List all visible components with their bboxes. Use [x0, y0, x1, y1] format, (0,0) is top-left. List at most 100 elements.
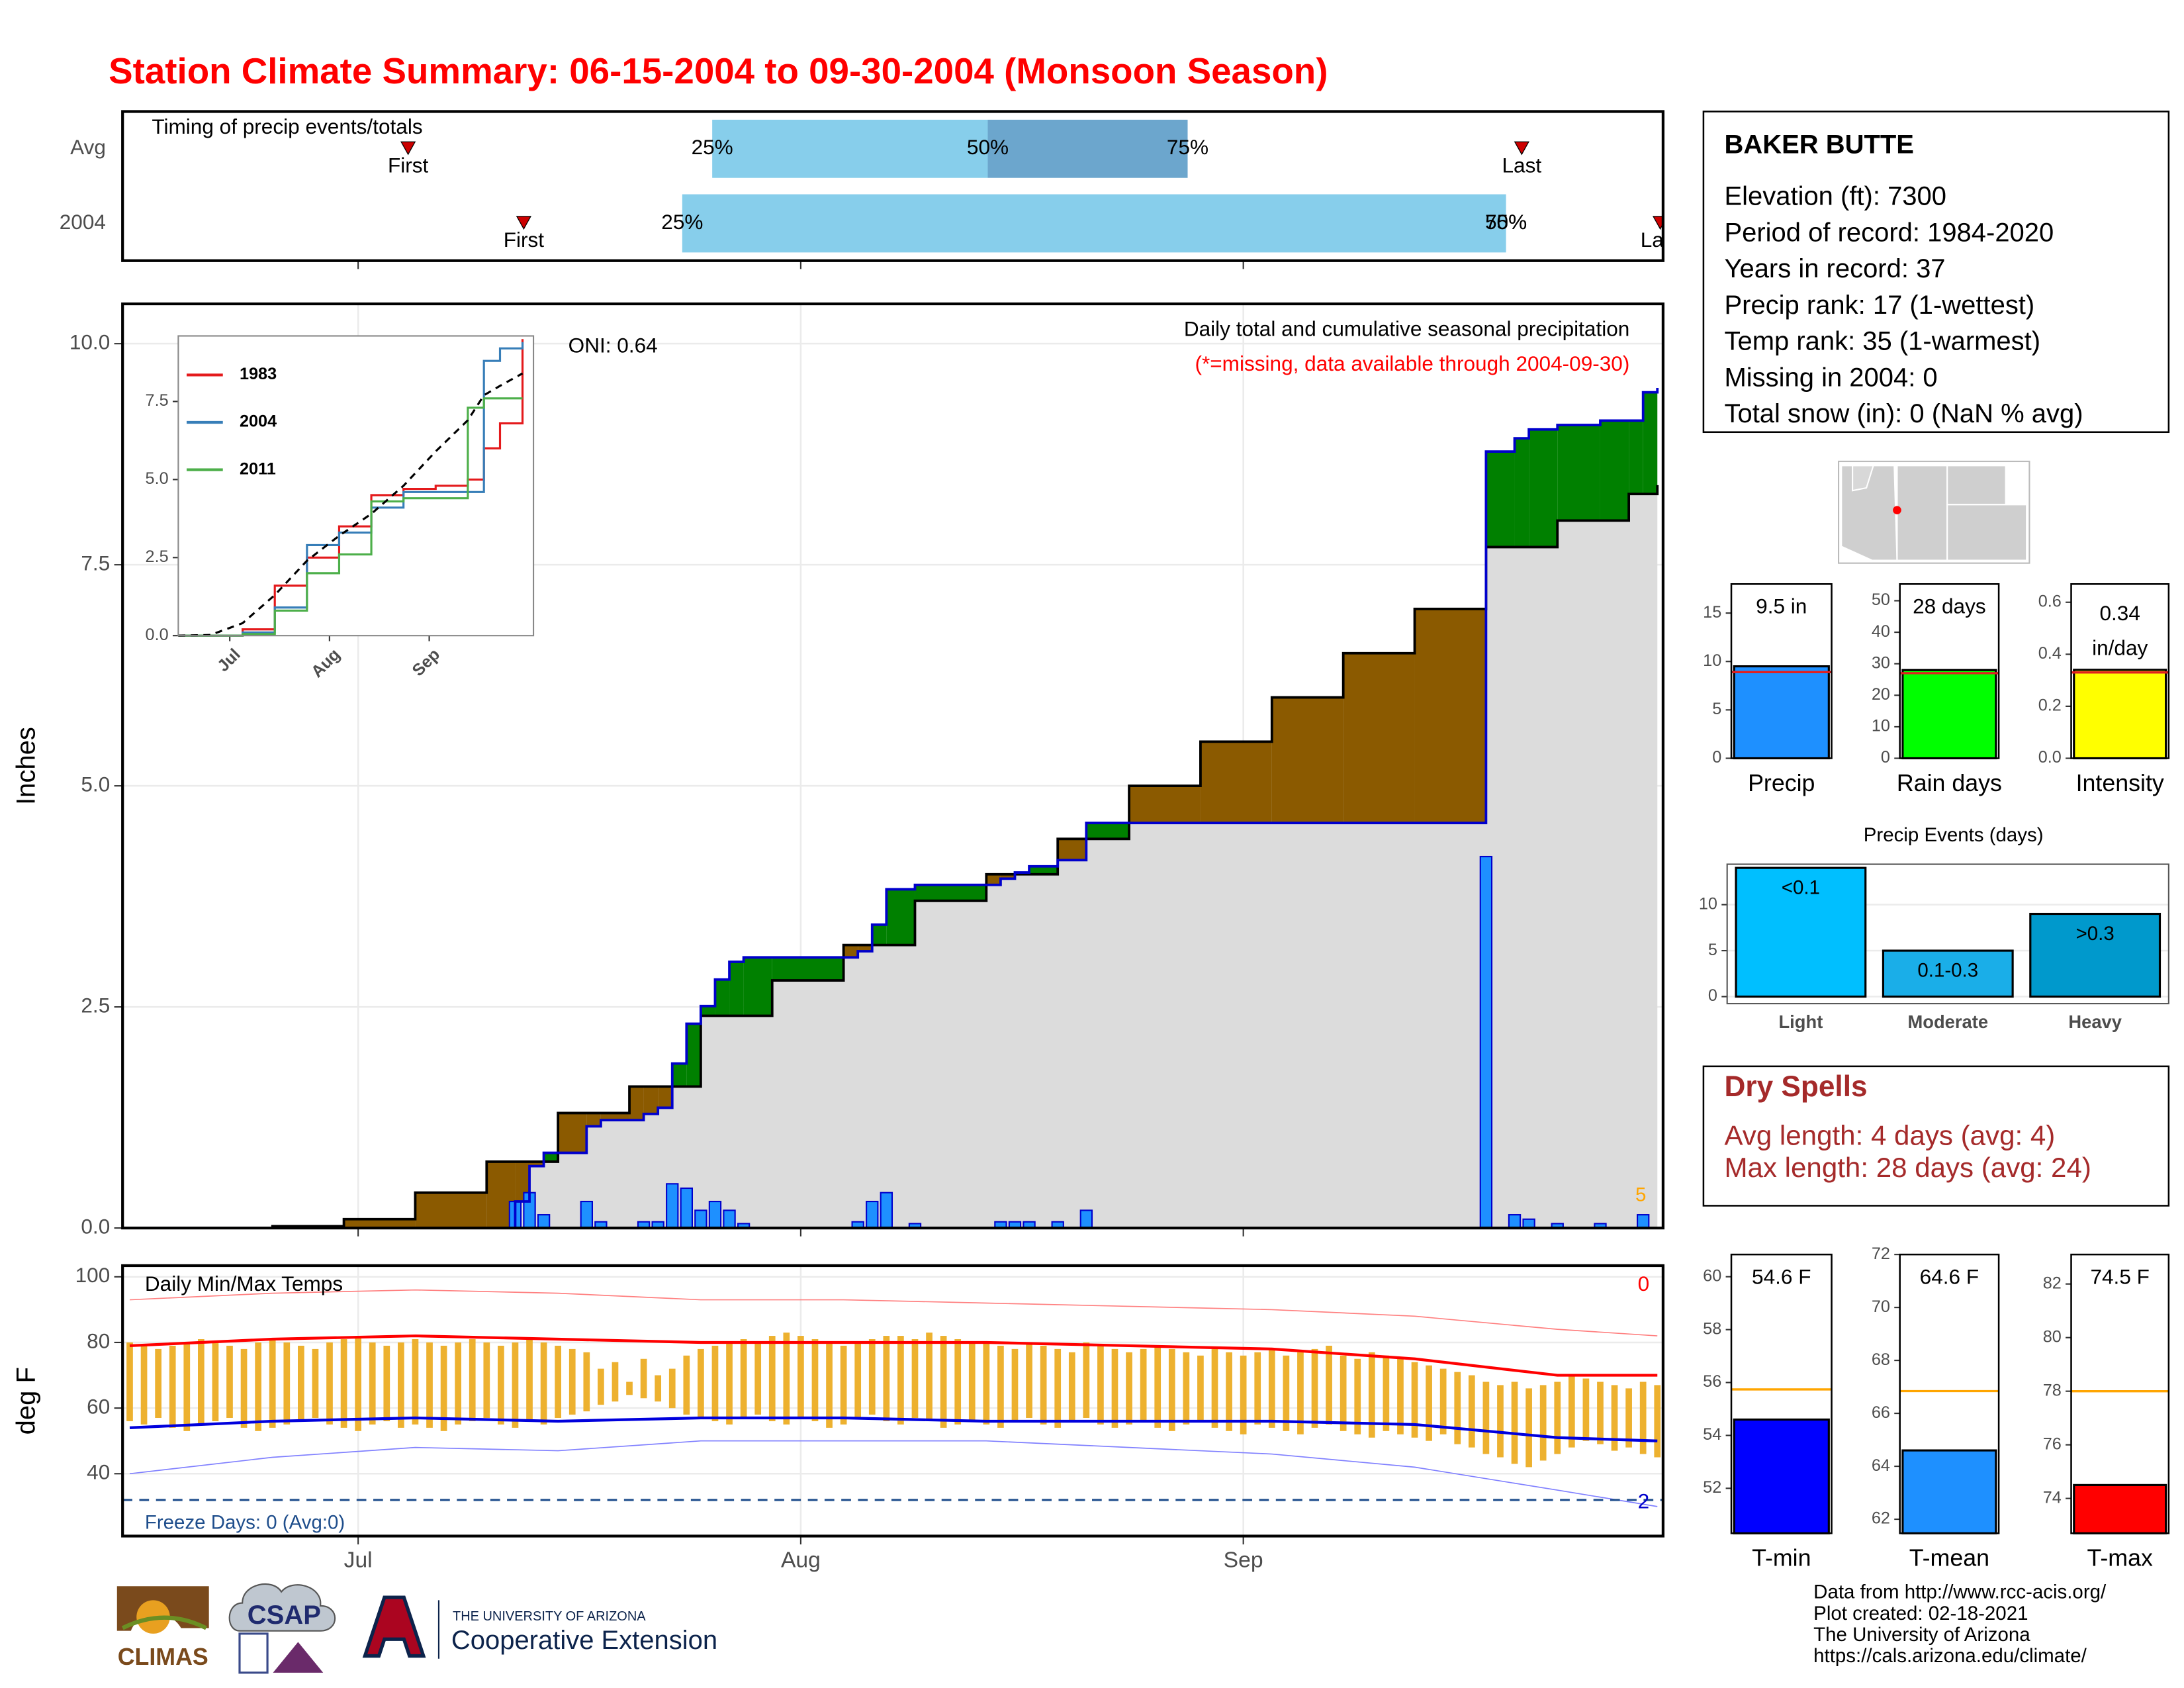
- difference-fill: [772, 957, 844, 981]
- station-box: [1702, 111, 2170, 434]
- event-label: First: [388, 153, 429, 177]
- percent-label: 75%: [1485, 210, 1527, 234]
- difference-fill: [858, 945, 872, 951]
- x-tick-label: Aug: [781, 1548, 821, 1572]
- y-tick-label: 60: [87, 1394, 110, 1418]
- y-tick-label: 82: [2043, 1274, 2062, 1292]
- temp-range-bar: [1454, 1372, 1461, 1444]
- difference-fill: [1086, 823, 1130, 839]
- temp-range-bar: [954, 1339, 962, 1425]
- temp-range-bar: [140, 1345, 148, 1425]
- gauge: 74 76 78 80 82 74.5 F T-max: [2043, 1253, 2170, 1571]
- gauge-frame: [1730, 1253, 1833, 1534]
- temp-range-bar: [1026, 1342, 1032, 1419]
- threshold-label: >0.3: [2076, 923, 2115, 945]
- y-tick-label: 78: [2043, 1381, 2062, 1399]
- event-marker: [400, 141, 416, 156]
- dry-spell-line: Avg length: 4 days (avg: 4): [1724, 1119, 2055, 1150]
- y-tick-label: 80: [2043, 1327, 2062, 1346]
- temp-range-bar: [498, 1345, 504, 1425]
- temp-range-bar: [1140, 1348, 1147, 1421]
- difference-fill: [1200, 741, 1272, 823]
- dry-spell-line: Max length: 28 days (avg: 24): [1724, 1152, 2091, 1183]
- y-tick-label: 30: [1872, 653, 1890, 672]
- temp-range-bar: [711, 1345, 719, 1421]
- plot-frame: [121, 1264, 1664, 1538]
- y-tick-label: 10: [1703, 651, 1721, 670]
- y-tick-label: 0.0: [2038, 748, 2062, 767]
- oni-label: ONI: 0.64: [569, 334, 658, 357]
- threshold-label: 0.1-0.3: [1917, 959, 1978, 981]
- temp-range-bar: [183, 1342, 191, 1431]
- difference-fill: [872, 924, 887, 945]
- temp-range-bar: [883, 1336, 890, 1421]
- difference-fill: [1343, 653, 1415, 823]
- row-label: Avg: [70, 135, 106, 159]
- difference-fill: [343, 1219, 416, 1229]
- y-tick-label: 56: [1703, 1372, 1721, 1391]
- y-tick-label: 20: [1872, 685, 1890, 704]
- chart-note: (*=missing, data available through 2004-…: [1195, 352, 1629, 375]
- row-label: 2004: [60, 210, 106, 234]
- temp-range-bar: [626, 1382, 633, 1395]
- daily-bar: [866, 1200, 879, 1229]
- temp-range-bar: [1397, 1358, 1404, 1434]
- temp-range-bar: [683, 1355, 690, 1415]
- y-tick-label: 0: [1881, 748, 1890, 767]
- temp-range-bar: [768, 1336, 776, 1421]
- y-tick-label: 0: [1712, 748, 1721, 767]
- temp-range-bar: [1311, 1348, 1318, 1428]
- y-tick-label: 60: [1703, 1266, 1721, 1285]
- temp-range-bar: [1497, 1385, 1504, 1458]
- temp-range-bar: [355, 1336, 362, 1431]
- cumulative-line: [129, 387, 1659, 1230]
- logo-text: Cooperative Extension: [451, 1626, 717, 1655]
- x-tick-label: Light: [1778, 1011, 1823, 1032]
- inset-frame: [177, 335, 535, 637]
- threshold-label: <0.1: [1782, 876, 1820, 898]
- y-tick-label: 0.6: [2038, 592, 2062, 610]
- temp-range-bar: [398, 1342, 404, 1428]
- temp-range-bar: [1482, 1382, 1490, 1454]
- station-line: Period of record: 1984-2020: [1724, 218, 2054, 247]
- temp-range-bar: [698, 1348, 704, 1419]
- difference-fill: [1529, 429, 1558, 547]
- difference-fill: [600, 1113, 630, 1121]
- temp-range-bar: [612, 1362, 619, 1402]
- temp-range-bar: [212, 1342, 219, 1421]
- temp-range-bar: [526, 1339, 533, 1421]
- daily-bar: [580, 1200, 593, 1229]
- event-marker: [1514, 141, 1529, 156]
- difference-fill: [629, 1086, 644, 1121]
- temp-range-bar: [1283, 1355, 1290, 1431]
- station-line: Elevation (ft): 7300: [1724, 182, 1946, 211]
- temp-line: [129, 1440, 1658, 1507]
- temp-range-bar: [583, 1352, 590, 1412]
- credit-line: Data from http://www.rcc-acis.org/: [1813, 1581, 2107, 1603]
- logo-climas: CLIMAS: [116, 1586, 209, 1670]
- temp-range-bar: [1597, 1382, 1604, 1444]
- gauge-value-label: 64.6 F: [1920, 1264, 1979, 1288]
- temp-range-bar: [1240, 1355, 1247, 1434]
- difference-fill: [415, 1192, 487, 1229]
- y-tick-label: 10.0: [69, 330, 110, 353]
- daily-bar: [1636, 1214, 1650, 1229]
- temp-range-bar: [826, 1342, 833, 1428]
- plot-frame: [121, 302, 1664, 1230]
- y-tick-label: 74: [2043, 1488, 2062, 1507]
- gauge-label: T-max: [2087, 1545, 2153, 1571]
- station-line: Years in record: 37: [1724, 254, 1945, 283]
- temp-range-bar: [1539, 1385, 1547, 1461]
- dry-spells-box: [1702, 1065, 2170, 1207]
- y-tick-label: 70: [1872, 1297, 1890, 1316]
- temp-range-bar: [369, 1342, 376, 1425]
- y-tick-label: 66: [1872, 1403, 1890, 1422]
- daily-bar: [537, 1214, 551, 1229]
- x-tick-label: Heavy: [2068, 1011, 2122, 1032]
- inset-line: [178, 372, 523, 637]
- credit-line: The University of Arizona: [1813, 1624, 2030, 1646]
- gauge-label: Precip: [1748, 770, 1815, 796]
- inset-line: [178, 339, 524, 637]
